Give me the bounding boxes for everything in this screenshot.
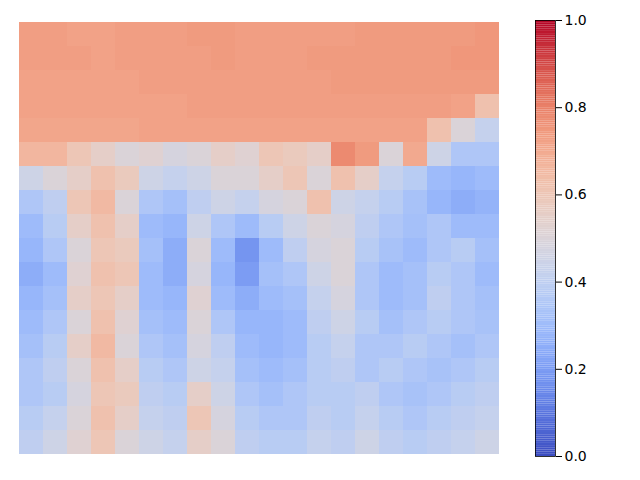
svg-text:0.2: 0.2: [565, 361, 587, 377]
svg-text:0.0: 0.0: [565, 448, 587, 464]
svg-text:1.0: 1.0: [565, 12, 587, 28]
svg-text:0.4: 0.4: [565, 274, 587, 290]
svg-text:0.6: 0.6: [565, 186, 587, 202]
svg-text:0.8: 0.8: [565, 99, 587, 115]
